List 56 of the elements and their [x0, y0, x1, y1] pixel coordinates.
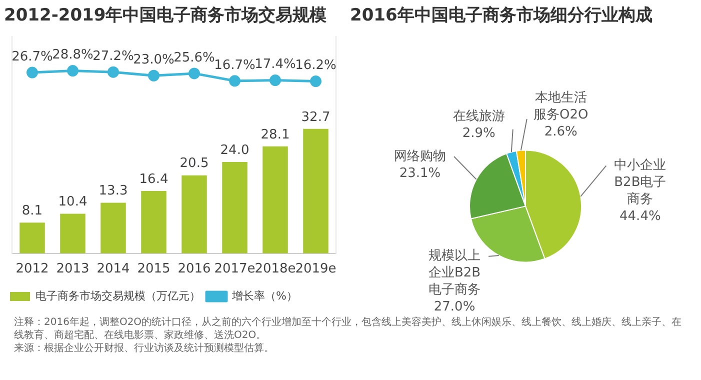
data-label: 23.0%	[133, 52, 174, 68]
data-label: 28.1	[260, 127, 290, 142]
data-label: 24.0	[220, 142, 250, 158]
slice-label: 中小企业B2B电子商务	[614, 158, 666, 208]
text: 注释：2016年起，调整O2O的统计口径，从之前的六个行业增加至十个行业，包含线上美容美护、线上休闲娱乐、线上餐饮、线上婚庆、线上亲子、在线教育、商超宅配、在线电影票、家政维修、送洗O2O。	[14, 316, 683, 342]
data-label: 16.4	[139, 172, 168, 187]
legend-label: 电子商务市场交易规模（万亿元）	[36, 289, 200, 302]
data-label: 44.4%	[620, 209, 661, 224]
data-label: 16.7%	[214, 58, 256, 73]
data-label: 23.1%	[399, 166, 441, 181]
data-label: 26.7%	[12, 49, 53, 64]
slice-label: 网络购物	[394, 148, 446, 164]
chart-title: 2016年中国电子商务市场细分行业构成	[350, 6, 652, 26]
data-label: 20.5	[180, 156, 209, 172]
data-label: 27.2%	[92, 48, 134, 64]
bar	[100, 202, 126, 254]
x-tick-label: 2019e	[295, 262, 336, 277]
x-tick-label: 2016	[178, 262, 211, 277]
bar	[303, 128, 328, 254]
x-tick-label: 2012	[16, 262, 49, 277]
bar	[182, 175, 207, 254]
data-label: 27.0%	[434, 300, 476, 315]
data-label: 13.3	[98, 184, 128, 199]
slice-label: 规模以上企业B2B电子商务	[428, 248, 481, 298]
data-label: 25.6%	[174, 50, 215, 66]
x-tick-label: 2017e	[214, 262, 256, 277]
slice-label: 本地生活服务O2O	[534, 90, 588, 122]
point	[108, 66, 119, 78]
source-note: 来源：根据企业公开财报、行业访谈及统计预测模型估算。	[14, 342, 275, 355]
data-label: 32.7	[301, 110, 330, 125]
data-label: 2.9%	[462, 126, 496, 142]
x-tick-label: 2015	[137, 262, 170, 277]
bar	[20, 222, 45, 254]
x-tick-label: 2018e	[254, 262, 296, 277]
point	[148, 70, 160, 82]
data-label: 10.4	[58, 194, 88, 210]
slice-label: 在线旅游	[452, 109, 505, 124]
point	[310, 76, 322, 88]
point	[270, 74, 281, 86]
point	[67, 65, 78, 77]
x-tick-label: 2014	[96, 262, 130, 277]
data-label: 8.1	[22, 203, 43, 218]
data-label: 16.2%	[295, 58, 336, 74]
bar	[60, 214, 86, 254]
bar	[222, 162, 248, 254]
point	[188, 68, 200, 80]
data-label: 28.8%	[52, 48, 94, 63]
x-tick-label: 2013	[56, 262, 90, 277]
bar	[141, 190, 166, 254]
legend-label: 增长率（%）	[231, 289, 298, 302]
point	[26, 66, 38, 78]
data-label: 17.4%	[254, 57, 296, 72]
bar	[262, 146, 288, 254]
point	[229, 75, 240, 87]
chart-title: 2012-2019年中国电子商务市场交易规模	[4, 6, 327, 26]
data-label: 2.6%	[544, 124, 578, 140]
